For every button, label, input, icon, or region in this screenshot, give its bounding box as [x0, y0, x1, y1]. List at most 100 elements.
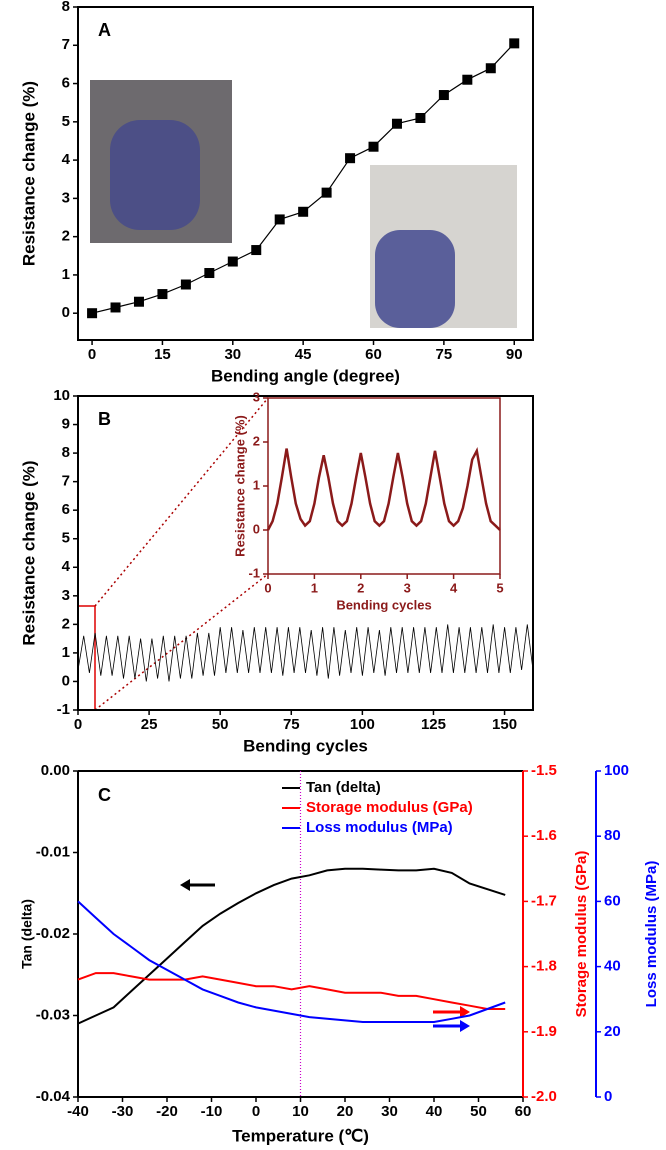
y-tick-label: 2 — [253, 433, 260, 448]
y-tick-label: 10 — [53, 387, 70, 404]
x-axis-title: Temperature (℃) — [232, 1126, 369, 1145]
data-line — [77, 624, 534, 682]
x-tick-label: 10 — [292, 1103, 309, 1120]
marker — [251, 245, 262, 256]
axis-title: Tan (delta) — [19, 899, 35, 969]
x-tick-label: 60 — [515, 1103, 532, 1120]
x-tick-label: -40 — [67, 1103, 89, 1120]
x-tick-label: 0 — [88, 346, 96, 363]
y-tick-label: 1 — [62, 266, 70, 283]
zoom-box — [77, 605, 96, 711]
y-tick-label: 7 — [62, 36, 70, 53]
y-tick-label: 0 — [604, 1088, 612, 1105]
panel-label: C — [98, 785, 111, 805]
marker — [509, 38, 520, 49]
marker — [274, 214, 285, 225]
y-tick-label: 20 — [604, 1023, 621, 1040]
x-tick-label: 4 — [450, 580, 458, 595]
marker — [415, 113, 426, 123]
y-tick-label: 6 — [62, 75, 70, 92]
inset-bg — [268, 398, 500, 574]
y-tick-label: 9 — [62, 416, 70, 433]
x-tick-label: -10 — [201, 1103, 223, 1120]
x-axis-title: Bending angle (degree) — [211, 366, 400, 385]
data-line — [77, 972, 506, 1010]
x-tick-label: -20 — [156, 1103, 178, 1120]
x-tick-label: 30 — [224, 346, 241, 363]
x-axis-title: Bending cycles — [336, 597, 431, 612]
x-tick-label: 0 — [264, 580, 271, 595]
x-tick-label: 3 — [404, 580, 411, 595]
y-tick-label: 1 — [62, 644, 70, 661]
marker — [110, 302, 121, 313]
y-tick-label: 5 — [62, 530, 70, 547]
y-tick-label: 80 — [604, 827, 621, 844]
x-axis-title: Bending cycles — [243, 736, 368, 755]
y-tick-label: 60 — [604, 892, 621, 909]
y-tick-label: 3 — [253, 389, 260, 404]
y-tick-label: 6 — [62, 501, 70, 518]
y-tick-label: 4 — [62, 151, 71, 168]
y-tick-label: 7 — [62, 473, 70, 490]
marker — [133, 296, 144, 307]
y-tick-label: -1.5 — [531, 762, 557, 779]
zoom-line — [94, 397, 269, 607]
y-tick-label: 0 — [253, 521, 260, 536]
x-tick-label: 45 — [295, 346, 312, 363]
marker — [157, 289, 168, 300]
y-tick-label: 40 — [604, 958, 621, 975]
y-tick-label: -1.6 — [531, 827, 557, 844]
y-tick-label: -1.9 — [531, 1023, 557, 1040]
y-tick-label: -0.01 — [36, 843, 70, 860]
axis-arrow — [180, 879, 190, 891]
axis-title: Resistance change (%) — [19, 460, 38, 645]
zoom-line — [94, 573, 269, 711]
axis-title: Storage modulus (GPa) — [573, 851, 590, 1018]
panel-label: B — [98, 409, 111, 429]
marker — [180, 279, 191, 290]
photo-glove — [375, 230, 455, 328]
x-tick-label: 0 — [252, 1103, 260, 1120]
y-tick-label: -1 — [57, 701, 70, 718]
x-tick-label: 100 — [350, 716, 375, 733]
y-tick-label: 3 — [62, 587, 70, 604]
y-tick-label: -0.03 — [36, 1006, 70, 1023]
marker — [227, 256, 238, 267]
x-tick-label: 50 — [212, 716, 229, 733]
data-line — [266, 446, 501, 531]
data-line — [77, 900, 506, 1023]
marker — [485, 63, 496, 74]
y-tick-label: -2.0 — [531, 1088, 557, 1105]
x-tick-label: 5 — [496, 580, 503, 595]
x-tick-label: 50 — [470, 1103, 487, 1120]
axis-title: Resistance change (%) — [19, 81, 38, 266]
x-tick-label: 20 — [337, 1103, 354, 1120]
y-tick-label: 5 — [62, 113, 70, 130]
marker — [438, 90, 449, 101]
x-tick-label: 75 — [436, 346, 453, 363]
plot-frame — [77, 395, 534, 711]
y-tick-label: -1.8 — [531, 958, 557, 975]
x-tick-label: 60 — [365, 346, 382, 363]
panel-label: A — [98, 20, 111, 40]
x-tick-label: 25 — [141, 716, 158, 733]
x-tick-label: 1 — [311, 580, 318, 595]
axis-title: Resistance change (%) — [232, 415, 247, 557]
x-tick-label: 30 — [381, 1103, 398, 1120]
y-tick-label: 4 — [62, 558, 71, 575]
marker — [321, 187, 332, 198]
marker — [87, 308, 98, 319]
legend-label: Tan (delta) — [306, 779, 381, 796]
marker — [368, 141, 379, 152]
y-tick-label: 100 — [604, 762, 629, 779]
marker — [391, 118, 402, 129]
x-tick-label: 15 — [154, 346, 171, 363]
y-tick-label: 0 — [62, 304, 70, 321]
marker — [345, 153, 356, 164]
y-tick-label: 0.00 — [41, 762, 70, 779]
legend-label: Storage modulus (GPa) — [306, 799, 473, 816]
y-tick-label: 2 — [62, 615, 70, 632]
marker — [298, 206, 309, 217]
y-tick-label: -1 — [248, 565, 260, 580]
